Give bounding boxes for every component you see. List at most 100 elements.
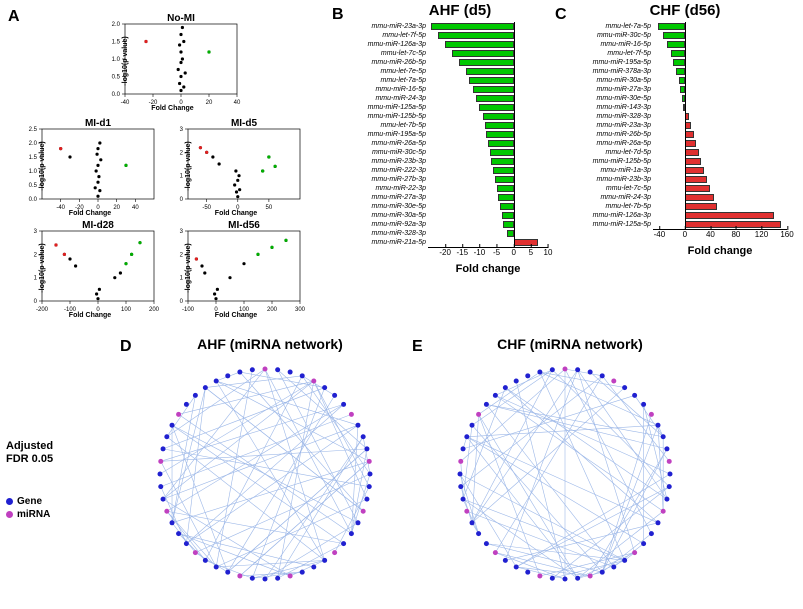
svg-text:1: 1	[34, 276, 38, 282]
bar-row: mmu-miR-126a-3p	[575, 211, 789, 220]
bar-label: mmu-miR-143-3p	[575, 104, 653, 111]
bar-label: mmu-let-7b-5p	[575, 203, 653, 210]
bar	[485, 122, 514, 129]
bar	[490, 149, 514, 156]
panel-e-label: E	[412, 338, 423, 356]
bar	[493, 167, 514, 174]
bar	[479, 104, 513, 111]
svg-text:-100: -100	[182, 307, 195, 313]
bar-row: mmu-let-7b-5p	[575, 202, 789, 211]
bar	[667, 41, 685, 48]
bar-row: mmu-miR-23b-3p	[350, 157, 550, 166]
panel-d-title: AHF (miRNA network)	[150, 336, 390, 352]
svg-text:2: 2	[180, 150, 184, 156]
bar-label: mmu-miR-125b-5p	[575, 158, 653, 165]
bar-row: mmu-let-7b-5p	[350, 121, 550, 130]
bar-label: mmu-miR-22-3p	[350, 185, 428, 192]
fdr-title: Adjusted FDR 0.05	[6, 440, 76, 466]
bar-row: mmu-let-7e-5p	[350, 67, 550, 76]
volcano-plot: -log10(p value)-10001002003000123MI-d56F…	[166, 217, 306, 319]
bar	[514, 239, 538, 246]
bar-row: mmu-miR-328-3p	[350, 229, 550, 238]
bar-row: mmu-miR-24-3p	[575, 193, 789, 202]
bar-row: mmu-miR-26b-5p	[350, 58, 550, 67]
bar	[483, 113, 514, 120]
panel-d-label: D	[120, 338, 132, 356]
bar	[503, 221, 513, 228]
svg-text:200: 200	[149, 307, 160, 313]
bar-row: mmu-miR-143-3p	[575, 103, 789, 112]
svg-text:1.5: 1.5	[29, 155, 38, 161]
svg-text:-40: -40	[120, 100, 129, 106]
svg-text:1.0: 1.0	[29, 169, 38, 175]
legend-label: miRNA	[17, 509, 50, 520]
bar	[507, 230, 514, 237]
bar	[498, 194, 513, 201]
bar-label: mmu-miR-30c-5p	[575, 32, 653, 39]
svg-text:0.0: 0.0	[29, 197, 38, 203]
bar-label: mmu-miR-30a-5p	[350, 212, 428, 219]
bar-row: mmu-let-7a-5p	[350, 76, 550, 85]
bar-label: mmu-miR-23a-3p	[575, 122, 653, 129]
bar-row: mmu-miR-125b-5p	[350, 112, 550, 121]
bar-label: mmu-miR-125a-5p	[575, 221, 653, 228]
bar	[500, 203, 514, 210]
bar-label: mmu-let-7c-5p	[575, 185, 653, 192]
bar	[438, 32, 513, 39]
bar	[685, 185, 711, 192]
bar-row: mmu-miR-30e-5p	[350, 202, 550, 211]
legend-label: Gene	[17, 496, 42, 507]
svg-text:3: 3	[180, 229, 184, 235]
bar-row: mmu-miR-27a-3p	[350, 193, 550, 202]
bar-row: mmu-miR-125a-5p	[575, 220, 789, 229]
svg-text:1: 1	[180, 174, 184, 180]
bar	[473, 86, 514, 93]
bar	[685, 140, 696, 147]
bar-row: mmu-miR-24-3p	[350, 94, 550, 103]
bar-row: mmu-miR-30c-5p	[575, 31, 789, 40]
barchart-ahf: mmu-miR-23a-3pmmu-let-7f-5pmmu-miR-126a-…	[350, 22, 550, 275]
bar-label: mmu-miR-24-3p	[575, 194, 653, 201]
svg-text:-50: -50	[202, 205, 211, 211]
svg-text:2: 2	[180, 252, 184, 258]
svg-text:-40: -40	[56, 205, 65, 211]
bar-label: mmu-miR-23b-3p	[350, 158, 428, 165]
svg-text:50: 50	[266, 205, 273, 211]
bar	[685, 149, 699, 156]
bar-row: mmu-miR-328-3p	[575, 112, 789, 121]
bar-row: mmu-miR-26a-5p	[575, 139, 789, 148]
svg-text:40: 40	[132, 205, 139, 211]
bar-label: mmu-miR-195a-5p	[350, 131, 428, 138]
bar-row: mmu-miR-30a-5p	[350, 211, 550, 220]
bar-label: mmu-miR-328-3p	[350, 230, 428, 237]
svg-text:0: 0	[180, 197, 184, 203]
volcano-plot: -log10(p value)-200-10001002000123MI-d28…	[20, 217, 160, 319]
bar-label: mmu-miR-26a-5p	[350, 140, 428, 147]
bar-label: mmu-miR-16-5p	[575, 41, 653, 48]
bar-label: mmu-miR-23b-3p	[575, 176, 653, 183]
volcano-plot: -log10(p value)-40-20020400.00.51.01.52.…	[20, 115, 160, 217]
panel-b-label: B	[332, 6, 344, 24]
bar-label: mmu-let-7b-5p	[350, 122, 428, 129]
bar-row: mmu-miR-126a-3p	[350, 40, 550, 49]
svg-text:3: 3	[180, 127, 184, 133]
svg-text:No-MI: No-MI	[167, 13, 195, 24]
bar-label: mmu-miR-26b-5p	[350, 59, 428, 66]
bar-label: mmu-let-7a-5p	[575, 23, 653, 30]
svg-text:200: 200	[267, 307, 278, 313]
bar-row: mmu-miR-125b-5p	[575, 157, 789, 166]
bar-label: mmu-miR-126a-3p	[350, 41, 428, 48]
bar-label: mmu-miR-126a-3p	[575, 212, 653, 219]
bar	[685, 158, 702, 165]
bar-row: mmu-let-7f-5p	[350, 31, 550, 40]
bar	[452, 50, 514, 57]
bar-label: mmu-let-7a-5p	[350, 77, 428, 84]
bar	[658, 23, 685, 30]
bar-row: mmu-miR-30e-5p	[575, 94, 789, 103]
legend-item: miRNA	[6, 509, 76, 520]
bar-row: mmu-miR-16-5p	[350, 85, 550, 94]
bar-row: mmu-miR-92a-3p	[350, 220, 550, 229]
bar	[476, 95, 514, 102]
svg-text:0.5: 0.5	[29, 183, 38, 189]
bar-row: mmu-miR-23b-3p	[575, 175, 789, 184]
